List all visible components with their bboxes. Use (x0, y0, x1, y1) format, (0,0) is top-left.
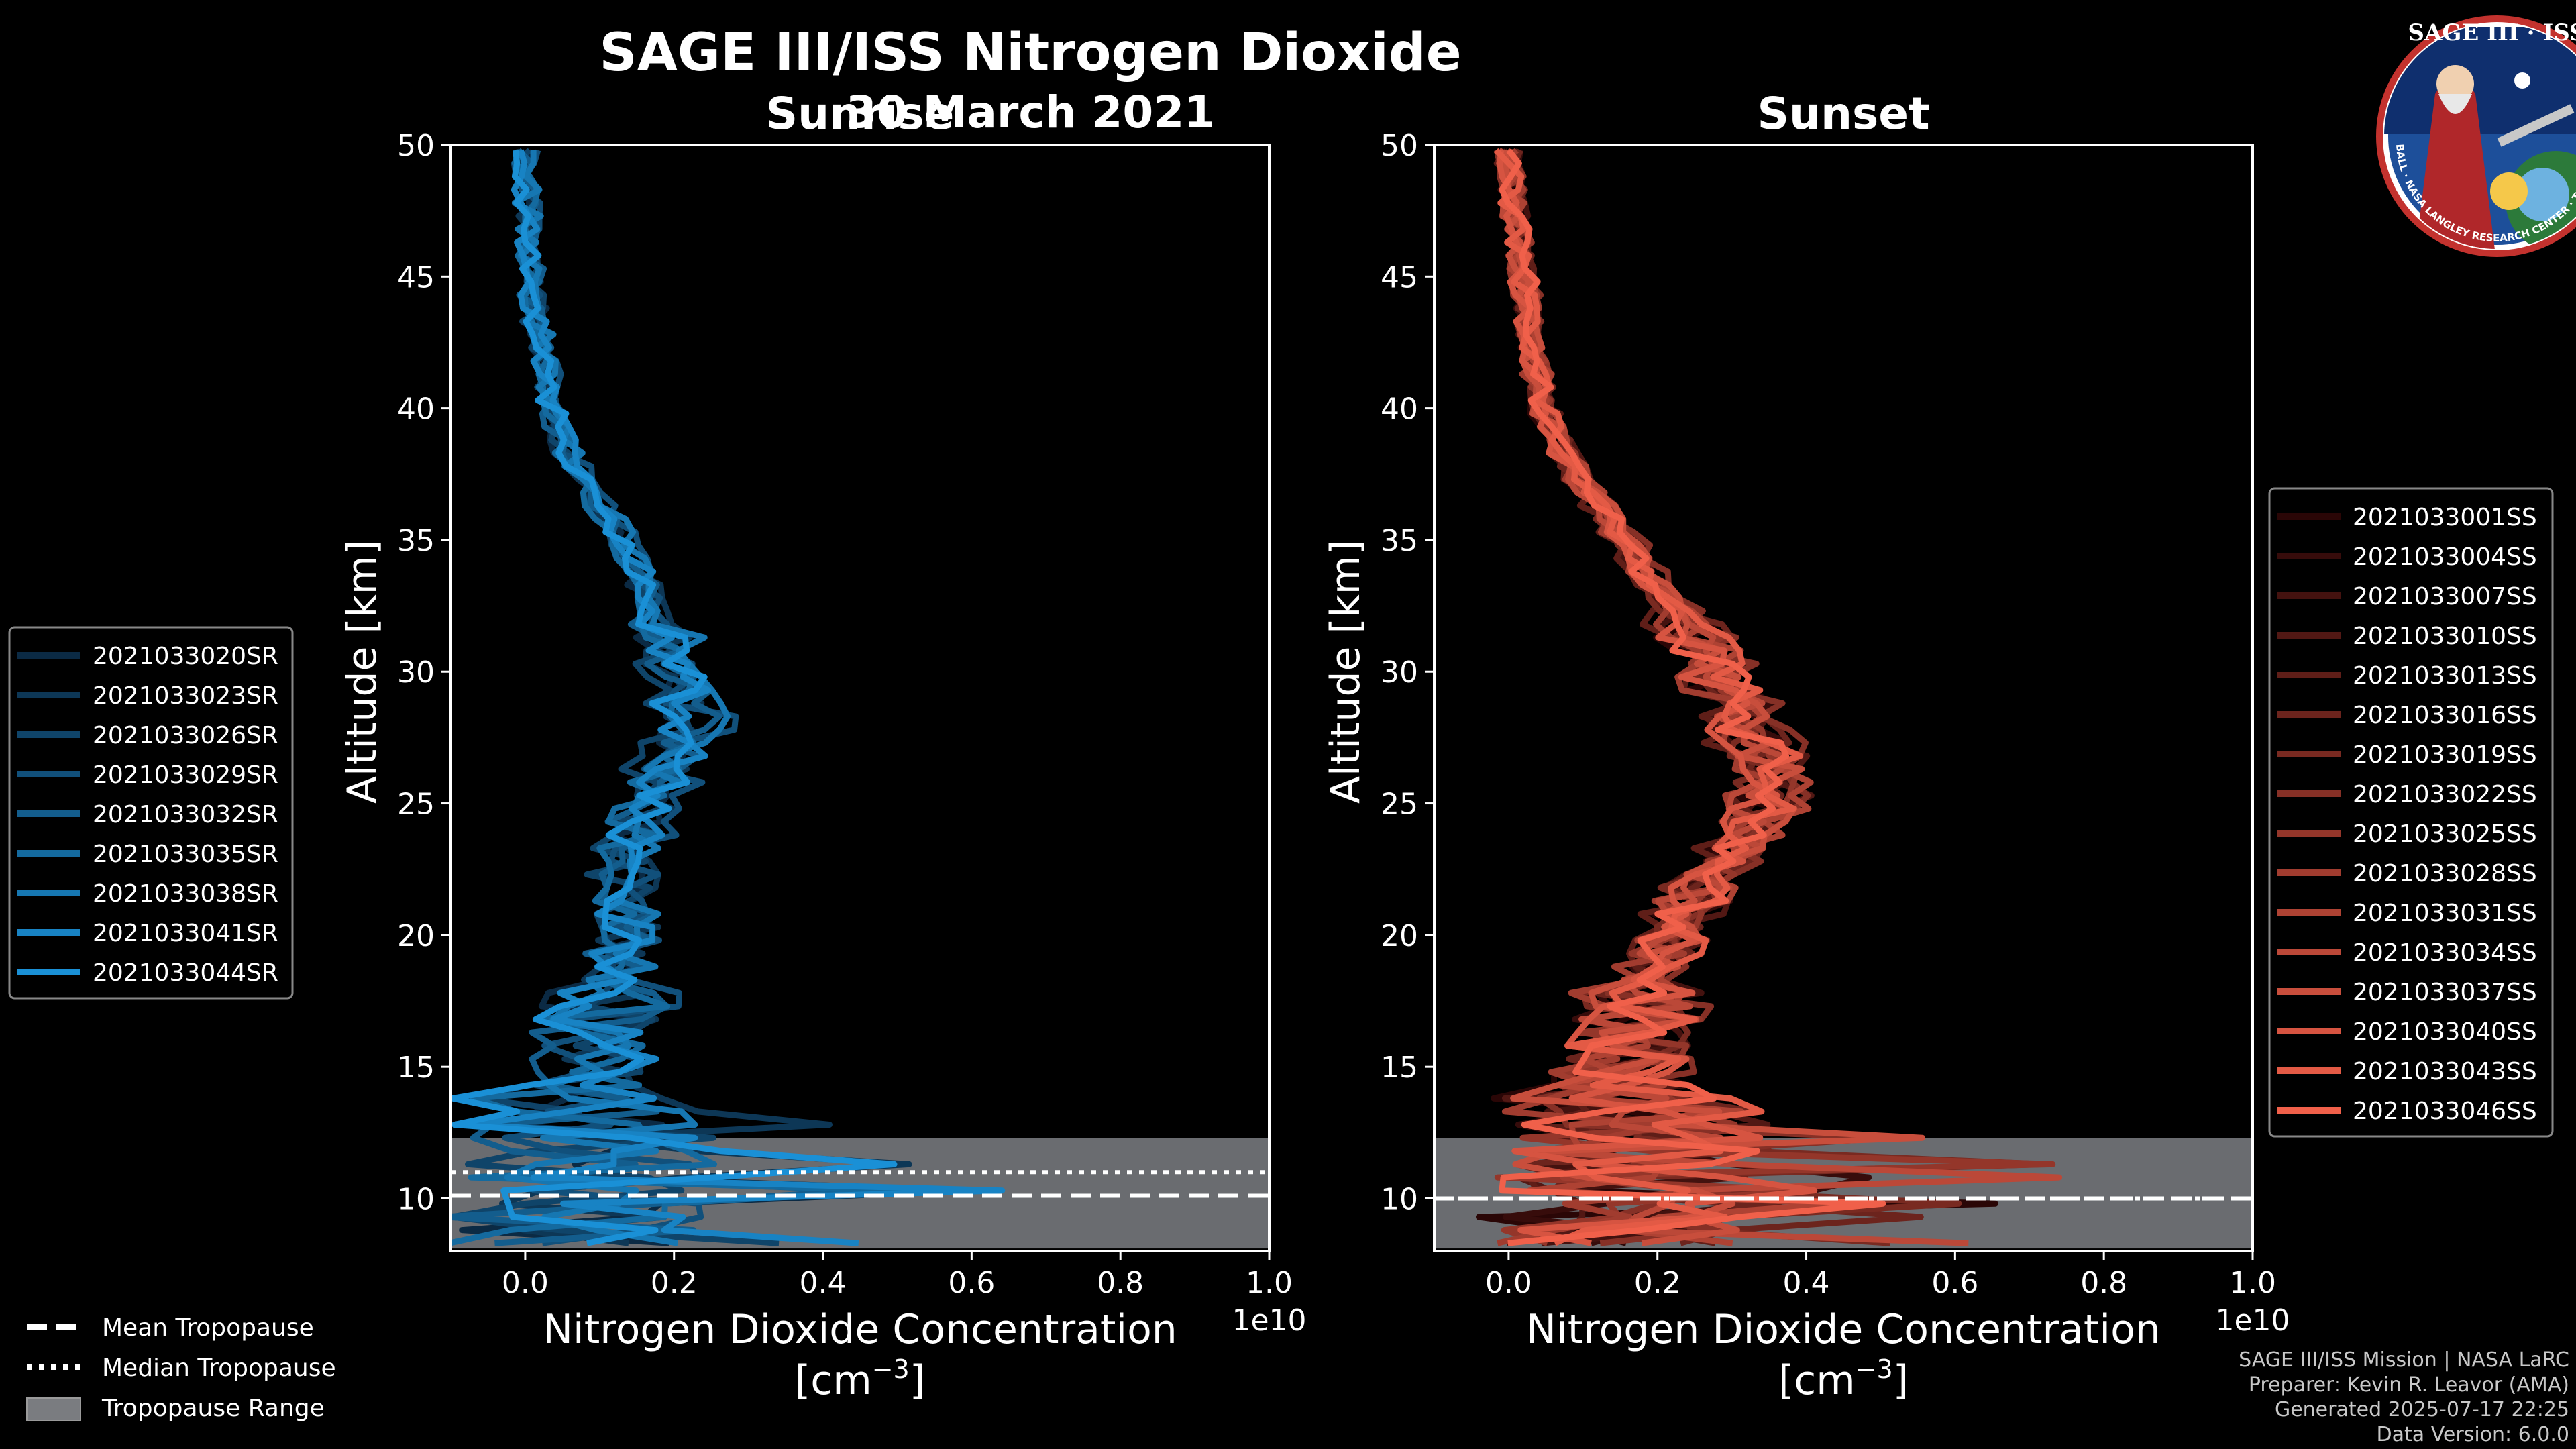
y-tick-label: 10 (1381, 1182, 1418, 1216)
legend-label-2021033016SS: 2021033016SS (2353, 702, 2537, 729)
x-tick-label: 0.4 (1783, 1266, 1830, 1300)
y-tick-label: 35 (397, 524, 435, 558)
x-tick-label: 0.2 (1634, 1266, 1681, 1300)
x-tick-label: 0.4 (800, 1266, 847, 1300)
legend-label-2021033029SR: 2021033029SR (93, 761, 278, 789)
y-tick-label: 15 (1381, 1051, 1418, 1085)
y-tick-label: 20 (1381, 919, 1418, 953)
y-tick-label: 50 (397, 129, 435, 163)
x-tick-label: 0.8 (2080, 1266, 2127, 1300)
tropopause-legend: Mean Tropopause Median Tropopause Tropop… (26, 1314, 336, 1422)
x-tick-label: 0.6 (1931, 1266, 1978, 1300)
sunrise-legend: 2021033020SR 2021033023SR 2021033026SR 2021… (8, 626, 294, 1000)
legend-label-2021033020SR: 2021033020SR (93, 643, 278, 670)
legend-label-2021033043SS: 2021033043SS (2353, 1058, 2537, 1085)
y-tick-label: 15 (397, 1051, 435, 1085)
y-tick-label: 20 (397, 919, 435, 953)
y-tick-label: 45 (1381, 260, 1418, 294)
credit-line-2: Preparer: Kevin R. Leavor (AMA) (2249, 1373, 2569, 1397)
x-axis-unit: [cm−3] (795, 1354, 925, 1404)
series-line-2021033041SR (469, 149, 1006, 1246)
legend-label-2021033001SS: 2021033001SS (2353, 504, 2537, 531)
sunset-legend: 2021033001SS 2021033004SS 2021033007SS 2021… (2268, 487, 2554, 1138)
axes-frame (1433, 144, 2254, 1252)
legend-label-2021033013SS: 2021033013SS (2353, 662, 2537, 690)
mean-tropopause-label: Mean Tropopause (102, 1314, 314, 1342)
logo-title: SAGE III · ISS (2408, 19, 2576, 46)
x-tick-label: 0.0 (502, 1266, 549, 1300)
plot-area (1434, 148, 2253, 1249)
axes-frame (449, 144, 1271, 1252)
figure-title: SAGE III/ISS Nitrogen Dioxide (599, 23, 1461, 83)
y-tick-label: 40 (397, 392, 435, 427)
legend-label-2021033037SS: 2021033037SS (2353, 979, 2537, 1006)
x-tick-label: 0.6 (948, 1266, 995, 1300)
tropopause-range-label: Tropopause Range (101, 1395, 325, 1422)
x-tick-label: 0.0 (1485, 1266, 1532, 1300)
plot-area (451, 148, 1269, 1249)
legend-label-2021033023SR: 2021033023SR (93, 682, 278, 710)
legend-label-2021033019SS: 2021033019SS (2353, 741, 2537, 769)
x-axis-label: Nitrogen Dioxide Concentration (1526, 1306, 2161, 1353)
legend-label-2021033038SR: 2021033038SR (93, 880, 278, 908)
legend-label-2021033022SS: 2021033022SS (2353, 781, 2537, 808)
x-tick-label: 1.0 (1246, 1266, 1293, 1300)
legend-label-2021033025SS: 2021033025SS (2353, 820, 2537, 848)
panel-title: Sunrise (766, 88, 955, 140)
x-tick-label: 0.2 (651, 1266, 698, 1300)
x-offset-text: 1e10 (1232, 1303, 1306, 1338)
x-offset-text: 1e10 (2215, 1303, 2290, 1338)
legend-label-2021033034SS: 2021033034SS (2353, 939, 2537, 967)
series-line-2021033046SS (1499, 148, 1886, 1246)
credit-line-4: Data Version: 6.0.0 (2377, 1423, 2569, 1446)
legend-label-2021033044SR: 2021033044SR (93, 959, 278, 987)
y-tick-label: 25 (1381, 788, 1418, 822)
y-axis-label: Altitude [km] (339, 539, 386, 804)
legend-label-2021033031SS: 2021033031SS (2353, 900, 2537, 927)
y-tick-label: 35 (1381, 524, 1418, 558)
x-axis-label: Nitrogen Dioxide Concentration (543, 1306, 1177, 1353)
legend-label-2021033040SS: 2021033040SS (2353, 1018, 2537, 1046)
y-tick-label: 40 (1381, 392, 1418, 427)
sage-iii-iss-logo: SAGE III · ISS BALL · NASA LANGLEY RESEA… (2376, 15, 2576, 257)
legend-label-2021033046SS: 2021033046SS (2353, 1097, 2537, 1125)
legend-label-2021033035SR: 2021033035SR (93, 841, 278, 868)
sunrise-panel: 0.0 0.2 0.4 0.6 0.8 1.0 10 15 20 25 30 35 40 45 50 1e10… (339, 88, 1307, 1404)
legend-label-2021033026SR: 2021033026SR (93, 722, 278, 749)
y-tick-label: 25 (397, 788, 435, 822)
legend-label-2021033041SR: 2021033041SR (93, 920, 278, 947)
y-axis-label: Altitude [km] (1322, 539, 1369, 804)
median-tropopause-label: Median Tropopause (102, 1354, 336, 1382)
legend-label-2021033028SS: 2021033028SS (2353, 860, 2537, 888)
credit-line-1: SAGE III/ISS Mission | NASA LaRC (2239, 1348, 2569, 1372)
legend-box (2268, 487, 2554, 1138)
x-tick-label: 1.0 (2229, 1266, 2276, 1300)
y-tick-label: 10 (397, 1182, 435, 1216)
sunset-panel: 0.0 0.2 0.4 0.6 0.8 1.0 10 15 20 25 30 35 40 45 50 1e10… (1322, 88, 2290, 1404)
y-tick-label: 30 (397, 655, 435, 690)
y-tick-label: 30 (1381, 655, 1418, 690)
legend-box (8, 626, 294, 1000)
y-tick-label: 45 (397, 260, 435, 294)
tropopause-range-swatch (26, 1397, 81, 1421)
series-line-2021033038SR (504, 150, 731, 1246)
credits: SAGE III/ISS Mission | NASA LaRC Prepare… (2239, 1348, 2569, 1446)
x-axis-unit: [cm−3] (1778, 1354, 1909, 1404)
legend-label-2021033007SS: 2021033007SS (2353, 583, 2537, 610)
x-tick-label: 0.8 (1097, 1266, 1144, 1300)
credit-line-3: Generated 2025-07-17 22:25 (2275, 1398, 2569, 1421)
legend-label-2021033010SS: 2021033010SS (2353, 623, 2537, 650)
figure-date: 30 March 2021 (846, 87, 1215, 138)
legend-label-2021033004SS: 2021033004SS (2353, 543, 2537, 571)
series-line-2021033044SR (451, 150, 898, 1246)
legend-label-2021033032SR: 2021033032SR (93, 801, 278, 828)
panel-title: Sunset (1757, 88, 1929, 140)
y-tick-label: 50 (1381, 129, 1418, 163)
